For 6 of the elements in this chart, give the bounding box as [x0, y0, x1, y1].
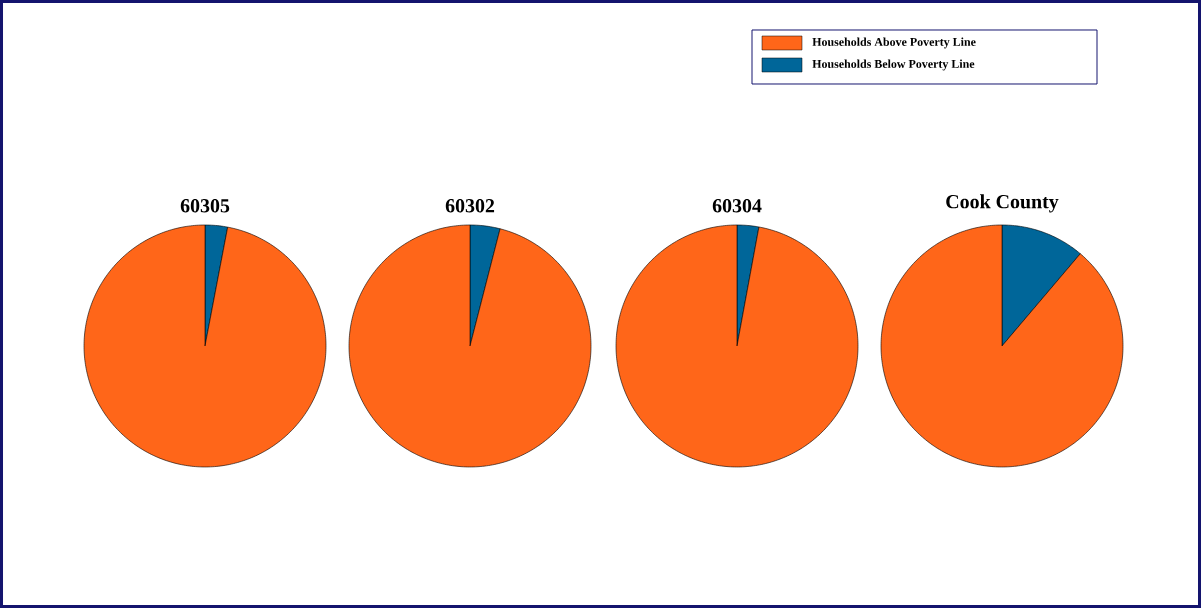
text: 60305	[180, 199, 230, 213]
chart-title: 60302	[445, 199, 495, 213]
legend-label: Households Below Poverty Line	[812, 59, 975, 71]
chart-title: Cook County	[946, 194, 1059, 213]
chart-title: 60304	[712, 199, 762, 213]
legend-label: Households Above Poverty Line	[812, 37, 976, 49]
